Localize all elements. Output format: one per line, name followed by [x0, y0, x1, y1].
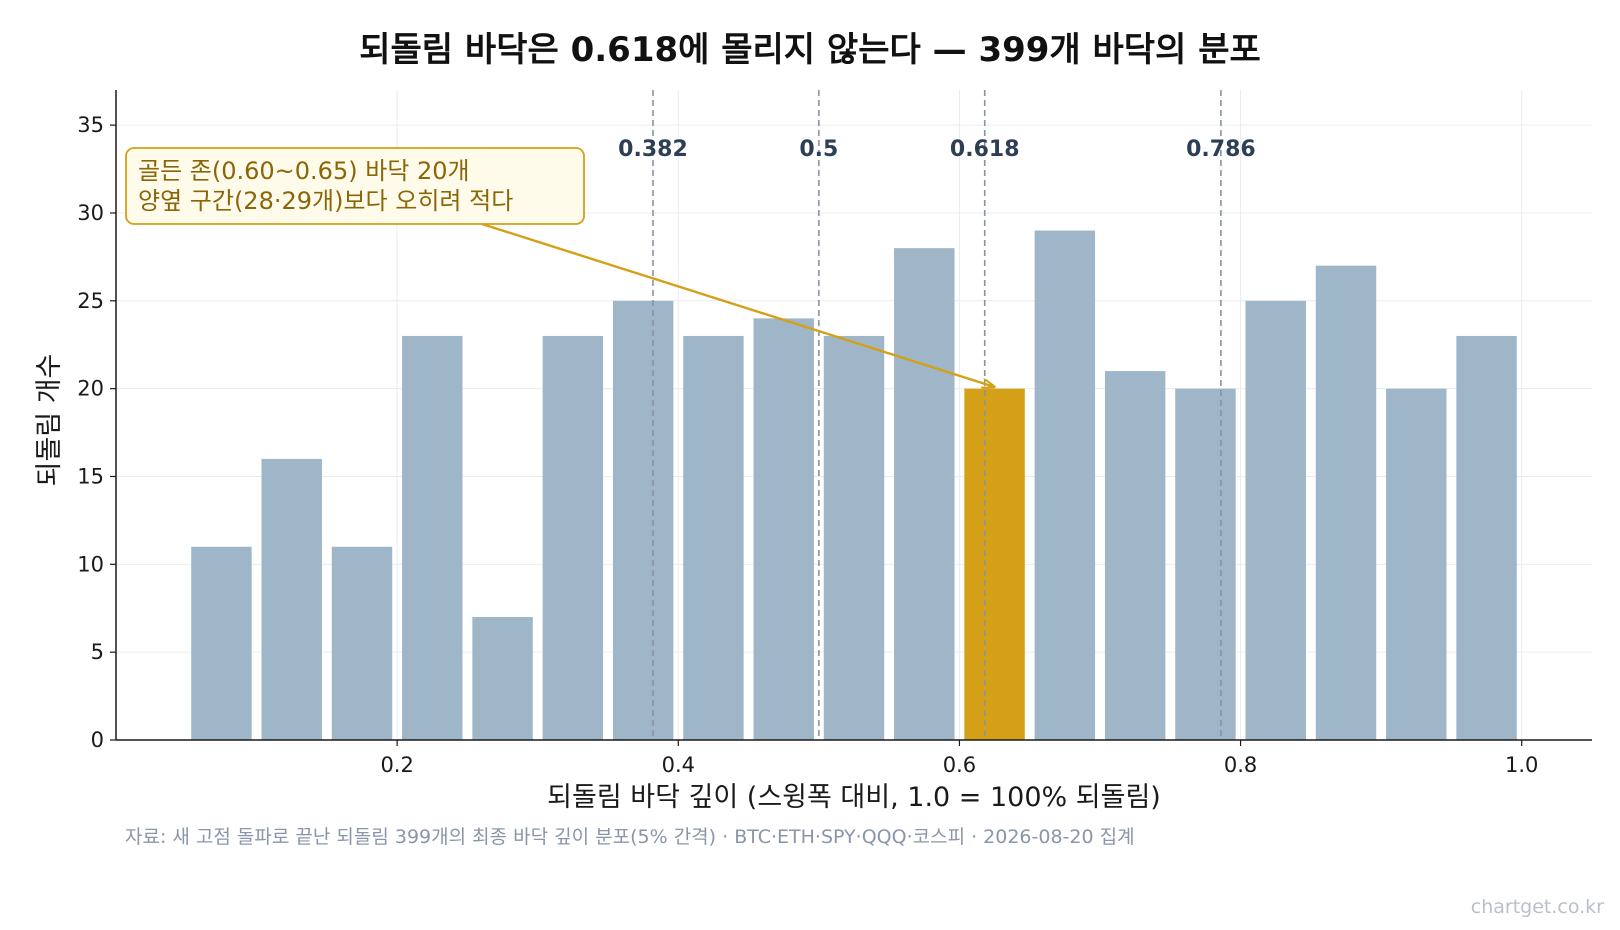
- x-axis-label: 되돌림 바닥 깊이 (스윙폭 대비, 1.0 = 100% 되돌림): [547, 782, 1161, 813]
- bar: [823, 335, 885, 740]
- y-axis-label: 되돌림 개수: [34, 354, 65, 487]
- bar: [1245, 300, 1306, 740]
- axes-layer: [115, 90, 1592, 741]
- ticks-layer: 0 5 10 15 20 25 30 35 0.2 0.4 0.6 0.8 1.0: [77, 113, 1538, 777]
- x-tick-label: 0.8: [1224, 753, 1257, 777]
- bar: [1104, 371, 1166, 740]
- bar: [1386, 388, 1447, 740]
- annotation-text-line: 양옆 구간(28·29개)보다 오히려 적다: [138, 187, 513, 215]
- bar: [331, 546, 393, 740]
- annotation-box: [125, 147, 585, 225]
- bar: [1456, 335, 1517, 740]
- bar: [402, 335, 463, 740]
- y-tick-label: 15: [77, 464, 104, 488]
- reference-line-label: 0.786: [1186, 137, 1256, 162]
- watermark: chartget.co.kr: [1470, 896, 1604, 918]
- annotation-arrow: [481, 222, 994, 387]
- y-tick-label: 0: [91, 728, 104, 752]
- y-tick-label: 30: [77, 201, 104, 225]
- x-tick-label: 1.0: [1505, 753, 1538, 777]
- bars-layer: [191, 230, 1517, 741]
- y-tick-label: 5: [91, 640, 104, 664]
- reference-line-label: 0.382: [618, 137, 688, 162]
- bar: [191, 546, 252, 740]
- y-tick-label: 20: [77, 377, 104, 401]
- y-tick-label: 10: [77, 552, 104, 576]
- x-tick-label: 0.4: [662, 753, 695, 777]
- y-tick-label: 35: [77, 113, 104, 137]
- bar: [612, 300, 674, 740]
- bar: [1315, 265, 1377, 740]
- bar-highlight: [964, 388, 1025, 740]
- chart-title: 되돌림 바닥은 0.618에 몰리지 않는다 — 399개 바닥의 분포: [359, 30, 1261, 70]
- source-note: 자료: 새 고점 돌파로 끝난 되돌림 399개의 최종 바닥 깊이 분포(5%…: [125, 826, 1135, 848]
- bar: [472, 617, 533, 740]
- x-tick-label: 0.6: [943, 753, 976, 777]
- bar: [261, 458, 322, 740]
- bar: [542, 335, 604, 740]
- reference-line-label: 0.5: [799, 137, 838, 162]
- reference-line-label: 0.618: [950, 137, 1020, 162]
- bar: [1175, 388, 1236, 740]
- annotation-text-line: 골든 존(0.60~0.65) 바닥 20개: [138, 157, 470, 185]
- x-tick-label: 0.2: [380, 753, 413, 777]
- bar: [1034, 230, 1096, 741]
- bar: [753, 318, 814, 740]
- bar: [683, 335, 744, 740]
- reference-lines-layer: 0.382 0.5 0.618 0.786: [618, 90, 1256, 740]
- bar: [894, 248, 955, 741]
- y-tick-label: 25: [77, 289, 104, 313]
